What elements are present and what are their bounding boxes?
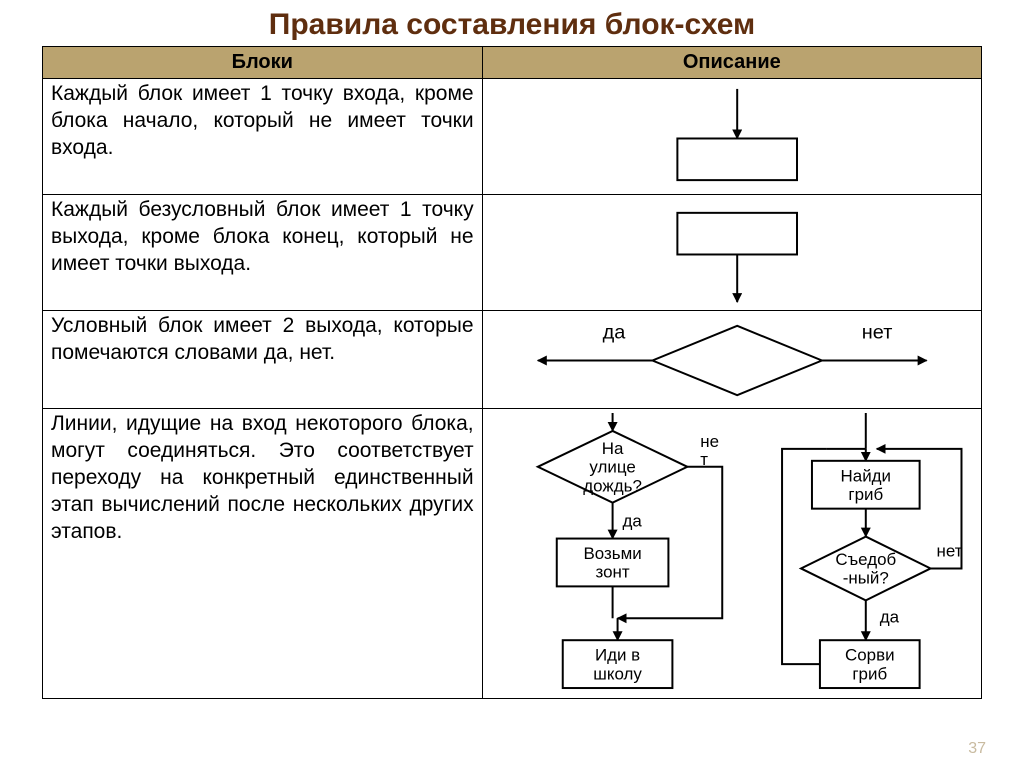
svg-text:да: да [879, 607, 899, 626]
svg-text:Иди в: Иди в [595, 646, 640, 665]
page-title: Правила составления блок-схем [0, 0, 1024, 46]
rule-diagram: да нет [482, 311, 981, 409]
svg-text:Возьми: Возьми [583, 544, 641, 563]
svg-text:Съедоб: Съедоб [835, 550, 896, 569]
rule-diagram [482, 195, 981, 311]
svg-text:школу: школу [593, 664, 642, 683]
table-row: Каждый блок имеет 1 точку входа, кроме б… [43, 79, 982, 195]
rule-text: Линии, идущие на вход некоторого блока, … [43, 409, 483, 699]
table-row: Каждый безусловный блок имеет 1 точку вы… [43, 195, 982, 311]
svg-text:На: На [601, 439, 623, 458]
rule-text: Условный блок имеет 2 выхода, которые по… [43, 311, 483, 409]
svg-text:-ный?: -ный? [842, 569, 888, 588]
svg-text:т: т [700, 450, 708, 469]
svg-text:Найди: Найди [840, 466, 890, 485]
table-row: Условный блок имеет 2 выхода, которые по… [43, 311, 982, 409]
rules-table: Блоки Описание Каждый блок имеет 1 точку… [42, 46, 982, 699]
svg-text:нет: нет [861, 322, 892, 344]
rule-diagram [482, 79, 981, 195]
svg-text:зонт: зонт [595, 563, 629, 582]
svg-text:Сорви: Сорви [845, 646, 895, 665]
col-header-blocks: Блоки [43, 47, 483, 79]
rule-text: Каждый безусловный блок имеет 1 точку вы… [43, 195, 483, 311]
svg-text:улице: улице [589, 458, 635, 477]
svg-text:да: да [622, 512, 642, 531]
rule-text: Каждый блок имеет 1 точку входа, кроме б… [43, 79, 483, 195]
svg-text:да: да [602, 322, 626, 344]
svg-text:не: не [700, 432, 719, 451]
table-row: Линии, идущие на вход некоторого блока, … [43, 409, 982, 699]
slide-number: 37 [968, 740, 986, 758]
svg-text:дождь?: дождь? [583, 476, 642, 495]
rule-diagram: да нет нет да Наулицедождь? Возьмизонт Иди вшк… [482, 409, 981, 699]
svg-text:гриб: гриб [848, 485, 883, 504]
col-header-desc: Описание [482, 47, 981, 79]
svg-text:гриб: гриб [852, 664, 887, 683]
svg-text:нет: нет [936, 541, 962, 560]
